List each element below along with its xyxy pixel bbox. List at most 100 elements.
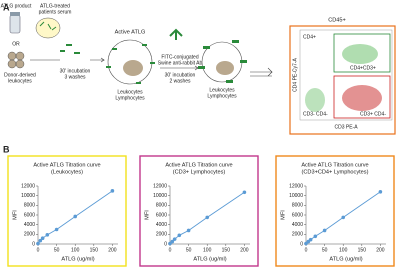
chart-frame bbox=[275, 155, 395, 267]
label: 3 washes bbox=[64, 74, 86, 80]
point bbox=[308, 237, 313, 242]
quadrant-label: CD4+CD3+ bbox=[350, 65, 376, 71]
y-tick-label: 2000 bbox=[292, 232, 303, 238]
y-tick-label: 4000 bbox=[24, 222, 35, 228]
point bbox=[313, 234, 318, 239]
label: OR bbox=[12, 41, 20, 47]
bound-antibodies bbox=[198, 40, 247, 83]
label: 2 washes bbox=[169, 78, 191, 84]
arrow bbox=[160, 65, 199, 71]
label: patients serum bbox=[39, 9, 72, 15]
y-tick-label: 0 bbox=[164, 241, 167, 247]
gate-label: CD45+ bbox=[328, 17, 346, 23]
panel-label: B bbox=[3, 144, 10, 154]
chart-frame bbox=[139, 155, 259, 267]
point bbox=[378, 190, 383, 194]
label: FITC-conjugated bbox=[161, 54, 198, 60]
x-tick-label: 100 bbox=[71, 247, 80, 253]
x-tick-label: 50 bbox=[186, 247, 192, 253]
label: Donor-derived bbox=[4, 72, 36, 78]
serum-drop bbox=[35, 17, 61, 39]
y-tick-label: 12000 bbox=[153, 183, 167, 189]
y-axis-label: MFI bbox=[12, 210, 18, 220]
y-tick-label: 0 bbox=[300, 241, 303, 247]
x-tick-label: 100 bbox=[203, 247, 212, 253]
point bbox=[170, 239, 175, 244]
label: ATLG-treated bbox=[40, 3, 70, 9]
x-tick-label: 0 bbox=[37, 247, 40, 253]
antibodies bbox=[60, 44, 80, 54]
x-axis-label: ATLG (ug/ml) bbox=[193, 256, 226, 262]
x-tick-label: 200 bbox=[376, 247, 385, 253]
chart-title: (Leukocytes) bbox=[51, 169, 83, 175]
x-tick-label: 150 bbox=[358, 247, 367, 253]
events bbox=[305, 44, 382, 112]
label: Leukocytes bbox=[209, 87, 235, 93]
label: Leukocytes bbox=[117, 89, 143, 95]
arrow bbox=[90, 57, 105, 63]
cells bbox=[7, 51, 25, 69]
x-tick-label: 0 bbox=[305, 247, 308, 253]
label: leukocytes bbox=[8, 78, 32, 84]
y-tick-label: 6000 bbox=[292, 212, 303, 218]
label: Lymphocytes bbox=[115, 95, 145, 101]
y-tick-label: 2000 bbox=[24, 232, 35, 238]
point bbox=[73, 214, 78, 219]
point bbox=[186, 228, 191, 233]
chart-title: (CD3+ Lymphocytes) bbox=[173, 169, 226, 175]
y-tick-label: 12000 bbox=[21, 183, 35, 189]
x-axis-label: ATLG (ug/ml) bbox=[61, 256, 94, 262]
point bbox=[205, 215, 210, 220]
y-tick-label: 6000 bbox=[24, 212, 35, 218]
chart-title: Active ATLG Titration curve bbox=[301, 162, 368, 168]
label: Swine anti-rabbit Ab bbox=[158, 60, 203, 66]
axis-label: CD4 PE-Cy7-A bbox=[292, 58, 298, 92]
label: ATLG product bbox=[1, 3, 32, 9]
label: 30' incubation bbox=[165, 72, 196, 78]
panel-a: A ATLG product ATLG-treated patients ser… bbox=[1, 2, 396, 135]
point bbox=[322, 228, 327, 233]
vial-cap bbox=[10, 12, 20, 16]
y-tick-label: 0 bbox=[32, 241, 35, 247]
y-tick-label: 4000 bbox=[292, 222, 303, 228]
x-tick-label: 200 bbox=[240, 247, 249, 253]
antibodies bbox=[39, 21, 57, 31]
quadrant-label: CD4+ bbox=[303, 34, 316, 40]
x-tick-label: 50 bbox=[322, 247, 328, 253]
panel-label: A bbox=[3, 2, 10, 12]
point bbox=[40, 236, 45, 240]
quadrant-label: CD3+ CD4- bbox=[360, 111, 386, 117]
chart-title: (CD3+CD4+ Lymphocytes) bbox=[302, 169, 369, 175]
label: Active ATLG bbox=[115, 29, 146, 35]
vial bbox=[9, 14, 21, 34]
x-tick-label: 0 bbox=[169, 247, 172, 253]
point bbox=[242, 190, 247, 195]
chart-title: Active ATLG Titration curve bbox=[165, 162, 232, 168]
point bbox=[172, 237, 177, 241]
y-tick-label: 8000 bbox=[24, 203, 35, 209]
x-tick-label: 100 bbox=[339, 247, 348, 253]
secondary-ab bbox=[169, 28, 183, 40]
x-tick-label: 50 bbox=[54, 247, 60, 253]
point bbox=[177, 233, 182, 238]
axis-label: CD3 PE-A bbox=[334, 124, 358, 130]
nucleus bbox=[216, 61, 234, 75]
point bbox=[38, 238, 43, 243]
chart-frame bbox=[7, 155, 127, 267]
arrow bbox=[250, 67, 273, 77]
gate bbox=[333, 75, 391, 119]
y-axis-label: MFI bbox=[144, 210, 150, 220]
point bbox=[341, 215, 346, 220]
y-tick-label: 8000 bbox=[292, 203, 303, 209]
label: Lymphocytes bbox=[207, 93, 237, 99]
chart-title: Active ATLG Titration curve bbox=[33, 162, 100, 168]
y-tick-label: 8000 bbox=[156, 203, 167, 209]
point bbox=[45, 233, 50, 237]
quadrant-label: CD3- CD4- bbox=[303, 111, 328, 117]
x-tick-label: 200 bbox=[108, 247, 117, 253]
y-tick-label: 10000 bbox=[289, 193, 303, 199]
y-tick-label: 10000 bbox=[21, 193, 35, 199]
y-tick-label: 6000 bbox=[156, 212, 167, 218]
x-tick-label: 150 bbox=[90, 247, 99, 253]
y-axis-label: MFI bbox=[280, 210, 286, 220]
